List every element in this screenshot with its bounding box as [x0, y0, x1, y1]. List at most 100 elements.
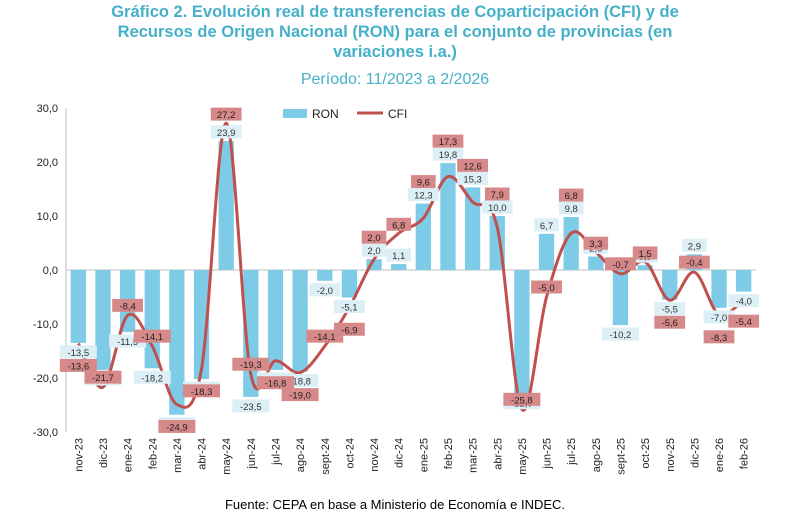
cfi-data-label-box [678, 255, 710, 269]
cfi-data-label-text: -14,1 [314, 332, 336, 343]
ron-data-label-box [601, 327, 639, 341]
ron-data-label: 15,3 [457, 171, 489, 185]
cfi-data-label-text: -19,3 [240, 360, 262, 371]
ron-data-label-text: -10,2 [610, 330, 632, 341]
cfi-data-label: -5,4 [728, 314, 760, 328]
x-tick-label: abr-24 [197, 438, 209, 470]
cfi-data-label-box [654, 315, 686, 329]
ron-bar [464, 187, 481, 270]
ron-data-label: -2,0 [309, 283, 341, 297]
cfi-data-label: -5,6 [654, 315, 686, 329]
x-tick-label: dic-23 [98, 438, 110, 468]
legend-ron-swatch [283, 109, 307, 118]
ron-data-label-box [361, 243, 387, 257]
ron-bar [415, 203, 431, 270]
x-tick-label: feb-24 [147, 438, 159, 469]
ron-data-label-box [210, 125, 242, 139]
cfi-data-label-text: -16,8 [265, 379, 287, 390]
cfi-data-label: 17,3 [432, 134, 464, 148]
cfi-data-label-box [728, 314, 760, 328]
x-tick-label: oct-24 [344, 438, 356, 469]
x-tick-label: dic-25 [689, 438, 701, 468]
ron-data-label-text: 19,8 [439, 150, 458, 161]
ron-data-label-box [703, 310, 735, 324]
cfi-data-label-text: -25,8 [511, 395, 533, 406]
cfi-data-label: -25,8 [503, 392, 541, 406]
chart-subtitle: Período: 11/2023 a 2/2026 [300, 71, 490, 88]
x-tick-label: jun-24 [246, 438, 258, 470]
x-tick-label: ago-25 [591, 438, 603, 472]
ron-data-label-box [682, 238, 707, 252]
chart-plot: 30,020,010,00,0-10,0-20,0-30,0-13,5-18,5… [33, 103, 760, 475]
cfi-data-label: 9,6 [411, 175, 436, 189]
y-tick-label: 30,0 [37, 103, 58, 115]
cfi-data-label: -14,1 [133, 329, 171, 343]
x-tick-label: nov-24 [369, 438, 381, 472]
cfi-data-label-text: -6,9 [341, 325, 357, 336]
cfi-data-label-box [333, 322, 365, 336]
ron-data-label-text: 15,3 [463, 174, 482, 185]
ron-data-label: 6,7 [534, 218, 559, 232]
cfi-data-label: 27,2 [210, 107, 242, 121]
ron-data-label: -5,1 [333, 300, 365, 314]
ron-bar [218, 140, 234, 270]
cfi-data-label: 3,3 [583, 236, 609, 250]
cfi-data-label: 6,8 [386, 217, 411, 231]
ron-data-label-text: -7,0 [711, 313, 727, 324]
ron-data-label-box [232, 399, 270, 413]
cfi-data-label: -21,7 [84, 370, 122, 384]
cfi-data-label: -0,7 [605, 257, 636, 271]
ron-bar [193, 270, 210, 380]
ron-data-label-text: 2,0 [367, 246, 380, 257]
x-tick-label: ago-24 [295, 438, 307, 472]
ron-data-label: 9,8 [558, 201, 584, 215]
cfi-data-label-text: 27,2 [217, 110, 236, 121]
ron-data-label-box [432, 147, 464, 161]
ron-data-label-box [654, 302, 686, 316]
cfi-data-label: -16,8 [256, 376, 294, 390]
x-tick-label: may-25 [517, 438, 529, 475]
x-tick-label: nov-25 [665, 438, 677, 472]
cfi-data-label: 1,5 [632, 246, 658, 260]
cfi-data-label-box [183, 384, 221, 398]
ron-bar [391, 264, 407, 270]
ron-data-label-box [728, 294, 760, 308]
cfi-data-label-text: -13,6 [67, 361, 89, 372]
ron-data-label-text: 1,1 [392, 251, 405, 262]
cfi-data-label-box [531, 280, 562, 294]
cfi-data-label-box [703, 330, 735, 344]
cfi-data-label-box [361, 230, 387, 244]
x-tick-label: jun-25 [542, 438, 554, 470]
x-tick-label: ene-24 [123, 438, 135, 472]
cfi-data-label: -0,4 [678, 255, 710, 269]
ron-data-label-box [386, 248, 411, 262]
x-tick-label: jul-24 [270, 438, 282, 466]
ron-bar [317, 270, 333, 281]
cfi-data-label-text: -0,7 [612, 260, 628, 271]
ron-data-label: 1,1 [386, 248, 411, 262]
y-tick-label: -30,0 [33, 427, 58, 439]
cfi-data-label-box [59, 358, 97, 372]
chart-title-line-3: variaciones i.a.) [333, 43, 457, 61]
x-tick-label: sept-25 [615, 438, 627, 475]
source-note: Fuente: CEPA en base a Ministerio de Eco… [224, 497, 566, 512]
cfi-data-label: -18,3 [183, 384, 221, 398]
ron-data-label-box [457, 171, 489, 185]
cfi-data-label-text: -0,4 [686, 258, 702, 269]
ron-data-label-text: 23,9 [217, 128, 236, 139]
ron-data-label-box [133, 370, 171, 384]
cfi-data-label: 6,8 [558, 188, 584, 202]
cfi-data-label-text: -8,4 [119, 301, 135, 312]
legend-cfi-label: CFI [388, 107, 407, 121]
cfi-data-label: 12,6 [457, 158, 489, 172]
cfi-data-label: -19,3 [232, 357, 270, 371]
y-tick-label: -20,0 [33, 373, 58, 385]
legend-ron-label: RON [312, 107, 339, 121]
cfi-data-label-box [133, 329, 171, 343]
ron-bar [366, 259, 382, 270]
cfi-data-label-box [632, 246, 658, 260]
cfi-data-label-text: 17,3 [439, 137, 458, 148]
ron-bar [267, 270, 284, 370]
x-tick-label: ene-25 [418, 438, 430, 472]
x-tick-label: mar-24 [172, 438, 184, 473]
